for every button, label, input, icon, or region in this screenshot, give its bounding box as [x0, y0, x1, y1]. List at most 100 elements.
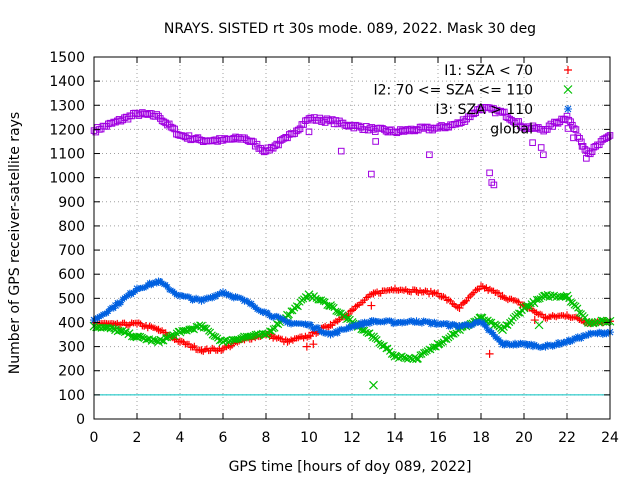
sample-marker	[355, 122, 363, 130]
sample-marker	[304, 322, 311, 329]
y-tick-label: 400	[58, 315, 85, 331]
outlier-point	[570, 134, 577, 142]
sample-marker	[454, 304, 461, 311]
sample-marker	[601, 135, 608, 142]
sample-marker	[409, 318, 417, 326]
sample-marker	[259, 309, 266, 316]
sample-marker	[534, 295, 542, 304]
sample-marker	[265, 327, 274, 335]
chart-title: NRAYS. SISTED rt 30s mode. 089, 2022. Ma…	[164, 21, 536, 37]
sample-marker	[497, 107, 505, 115]
sample-marker	[411, 286, 418, 293]
sample-marker	[387, 350, 396, 358]
sample-marker	[414, 355, 422, 363]
legend-marker	[564, 66, 572, 74]
sample-marker	[533, 342, 540, 350]
data-point	[542, 126, 549, 133]
sample-marker	[275, 141, 282, 149]
sample-marker	[433, 290, 440, 297]
outlier-point	[337, 147, 345, 155]
sample-marker	[540, 343, 547, 350]
x-tick-label: 18	[472, 430, 490, 446]
sample-marker	[307, 321, 314, 328]
sample-marker	[246, 300, 254, 308]
sample-marker	[588, 148, 596, 155]
x-tick-label: 4	[176, 430, 185, 446]
sample-marker	[304, 334, 311, 341]
outlier-point	[426, 151, 433, 159]
legend-marker	[563, 85, 573, 94]
sample-marker	[429, 126, 436, 134]
x-tick-label: 20	[515, 430, 533, 446]
sample-marker	[268, 313, 275, 321]
sample-marker	[502, 321, 510, 329]
sample-marker	[604, 133, 612, 140]
sample-marker	[294, 302, 302, 311]
sample-marker	[581, 313, 589, 322]
sample-marker	[323, 115, 331, 123]
sample-marker	[316, 114, 324, 122]
outlier-point	[578, 142, 586, 150]
sample-marker	[545, 122, 553, 130]
sample-marker	[108, 304, 116, 311]
sample-marker	[389, 351, 397, 359]
sample-marker	[500, 108, 508, 116]
sample-marker	[497, 293, 504, 300]
outlier-point	[369, 380, 378, 390]
sample-marker	[420, 348, 428, 357]
sample-marker	[323, 301, 331, 310]
sample-marker	[300, 321, 307, 328]
sample-marker	[153, 325, 160, 333]
sample-marker	[246, 138, 254, 145]
sample-marker	[506, 341, 513, 349]
sample-marker	[132, 288, 139, 295]
y-tick-label: 500	[58, 291, 85, 307]
outlier-point	[368, 170, 375, 178]
sample-marker	[325, 323, 332, 331]
sample-marker	[237, 334, 245, 342]
sample-marker	[378, 342, 387, 350]
sample-marker	[592, 329, 599, 337]
sample-marker	[411, 319, 418, 326]
sample-marker	[538, 343, 546, 351]
sample-marker	[483, 323, 490, 331]
sample-marker	[293, 127, 300, 135]
sample-marker	[576, 135, 583, 142]
sample-marker	[239, 134, 247, 141]
sample-marker	[375, 317, 383, 325]
sample-marker	[325, 329, 332, 337]
sample-marker	[562, 339, 569, 347]
sample-marker	[258, 329, 267, 337]
sample-marker	[595, 141, 603, 149]
sample-marker	[347, 324, 354, 332]
sample-marker	[578, 335, 585, 342]
sample-marker	[572, 126, 580, 133]
outlier-point	[583, 155, 590, 162]
series-layer	[89, 103, 615, 390]
sample-marker	[368, 317, 375, 324]
sample-marker	[366, 320, 374, 327]
sample-marker	[200, 295, 207, 303]
sample-marker	[359, 322, 366, 329]
sample-marker	[587, 329, 594, 337]
sample-marker	[543, 126, 551, 133]
y-tick-label: 1100	[49, 147, 85, 163]
sample-marker	[347, 307, 354, 315]
sample-marker	[556, 341, 564, 348]
sample-marker	[527, 340, 535, 348]
sample-marker	[538, 126, 546, 133]
sample-marker	[535, 343, 542, 351]
sample-marker	[294, 126, 302, 134]
sample-marker	[411, 353, 419, 361]
sample-marker	[175, 291, 182, 299]
sample-marker	[101, 310, 108, 318]
sample-marker	[314, 324, 322, 331]
sample-marker	[406, 318, 413, 325]
sample-marker	[108, 324, 116, 332]
outlier-point	[372, 138, 379, 145]
sample-marker	[486, 104, 494, 112]
y-tick-label: 200	[58, 364, 85, 380]
sample-marker	[544, 341, 551, 348]
sample-marker	[228, 293, 236, 301]
sample-marker	[416, 351, 424, 359]
